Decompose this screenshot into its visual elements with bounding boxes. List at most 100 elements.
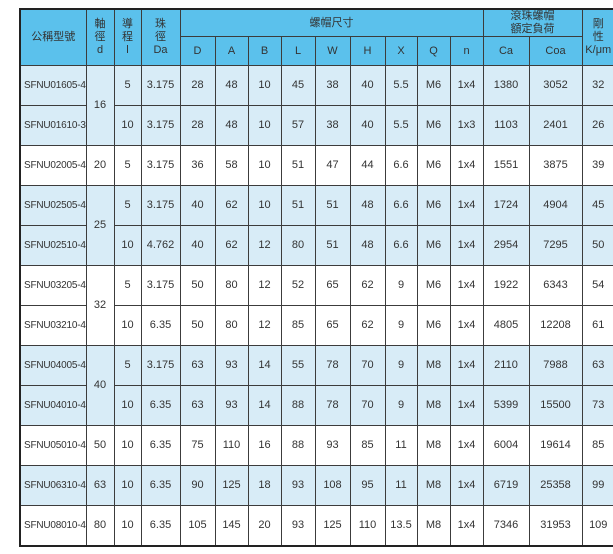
cell-dim-Q: M6 bbox=[416, 305, 451, 346]
cell-lead: 5 bbox=[113, 265, 142, 306]
cell-lead: 5 bbox=[113, 65, 142, 106]
header-dim-Q: Q bbox=[416, 36, 451, 66]
cell-model: SFNU01605-4 bbox=[19, 65, 87, 106]
header-row-2: D A B L W H X Q n Ca Coa bbox=[20, 36, 613, 66]
cell-ca: 2110 bbox=[482, 345, 530, 386]
cell-dim-W: 65 bbox=[314, 265, 351, 306]
cell-dim-n: 1x4 bbox=[449, 465, 484, 506]
cell-coa: 25358 bbox=[528, 465, 583, 506]
cell-dim-H: 95 bbox=[349, 465, 386, 506]
spec-table-body: SFNU01605-4 16 5 3.175 28 48 10 45 38 40 5.5 M6 1x4 1… bbox=[19, 65, 613, 546]
header-coa: Coa bbox=[528, 36, 583, 66]
cell-shaft-diameter: 63 bbox=[85, 465, 115, 506]
cell-coa: 4904 bbox=[528, 185, 583, 226]
spec-table: 公稱型號 軸 徑 d 導 程 l 珠 徑 Da 螺帽尺寸 滾珠螺帽 額定負荷 剛… bbox=[19, 8, 613, 547]
cell-dim-Q: M6 bbox=[416, 65, 451, 106]
cell-shaft-diameter: 80 bbox=[85, 505, 115, 546]
cell-lead: 5 bbox=[113, 145, 142, 186]
cell-coa: 2401 bbox=[528, 105, 583, 146]
header-rated-load-group: 滾珠螺帽 額定負荷 bbox=[482, 8, 583, 37]
header-dim-X: X bbox=[384, 36, 418, 66]
table-row: SFNU03210-4 10 6.35 50 80 12 85 65 62 9 M6 1x4 4805 1… bbox=[19, 305, 613, 346]
cell-ca: 1724 bbox=[482, 185, 530, 226]
cell-dim-H: 44 bbox=[349, 145, 386, 186]
cell-model: SFNU04010-4 bbox=[19, 385, 87, 426]
cell-dim-X: 5.5 bbox=[384, 65, 418, 106]
cell-dim-W: 51 bbox=[314, 185, 351, 226]
table-row: SFNU08010-4 80 10 6.35 105 145 20 93 125 110 13.5 M… bbox=[19, 505, 613, 546]
cell-dim-Q: M6 bbox=[416, 225, 451, 266]
cell-ca: 1922 bbox=[482, 265, 530, 306]
cell-dim-B: 10 bbox=[247, 185, 282, 226]
cell-lead: 10 bbox=[113, 465, 142, 506]
cell-dim-B: 12 bbox=[247, 305, 282, 346]
cell-dim-H: 48 bbox=[349, 185, 386, 226]
cell-dim-A: 145 bbox=[214, 505, 249, 546]
cell-dim-D: 90 bbox=[179, 465, 216, 506]
cell-dim-L: 52 bbox=[280, 265, 316, 306]
cell-shaft-diameter: 40 bbox=[85, 345, 115, 426]
cell-model: SFNU02505-4 bbox=[19, 185, 87, 226]
cell-model: SFNU03205-4 bbox=[19, 265, 87, 306]
cell-dim-X: 11 bbox=[384, 425, 418, 466]
cell-rigidity: 26 bbox=[581, 105, 613, 146]
cell-shaft-diameter: 50 bbox=[85, 425, 115, 466]
table-row: SFNU04010-4 10 6.35 63 93 14 88 78 70 9 M8 1x4 5399 1… bbox=[19, 385, 613, 426]
cell-shaft-diameter: 25 bbox=[85, 185, 115, 266]
cell-dim-Q: M8 bbox=[416, 425, 451, 466]
cell-coa: 15500 bbox=[528, 385, 583, 426]
cell-dim-L: 55 bbox=[280, 345, 316, 386]
cell-dim-A: 58 bbox=[214, 145, 249, 186]
cell-model: SFNU03210-4 bbox=[19, 305, 87, 346]
cell-coa: 7988 bbox=[528, 345, 583, 386]
cell-rigidity: 61 bbox=[581, 305, 613, 346]
cell-dim-n: 1x4 bbox=[449, 425, 484, 466]
cell-ball-diameter: 4.762 bbox=[140, 225, 181, 266]
cell-dim-D: 28 bbox=[179, 105, 216, 146]
cell-rigidity: 32 bbox=[581, 65, 613, 106]
cell-dim-X: 9 bbox=[384, 345, 418, 386]
cell-dim-L: 93 bbox=[280, 505, 316, 546]
cell-dim-A: 80 bbox=[214, 265, 249, 306]
cell-lead: 10 bbox=[113, 385, 142, 426]
cell-model: SFNU05010-4 bbox=[19, 425, 87, 466]
cell-model: SFNU01610-3 bbox=[19, 105, 87, 146]
cell-dim-A: 48 bbox=[214, 65, 249, 106]
cell-dim-H: 110 bbox=[349, 505, 386, 546]
cell-dim-L: 51 bbox=[280, 145, 316, 186]
cell-rigidity: 39 bbox=[581, 145, 613, 186]
cell-dim-X: 13.5 bbox=[384, 505, 418, 546]
cell-dim-W: 47 bbox=[314, 145, 351, 186]
cell-dim-L: 88 bbox=[280, 425, 316, 466]
cell-dim-n: 1x4 bbox=[449, 145, 484, 186]
table-row: SFNU06310-4 63 10 6.35 90 125 18 93 108 95 11 M8 1x4… bbox=[19, 465, 613, 506]
cell-dim-A: 93 bbox=[214, 345, 249, 386]
cell-dim-W: 108 bbox=[314, 465, 351, 506]
table-row: SFNU03205-4 32 5 3.175 50 80 12 52 65 62 9 M6 1x4 192… bbox=[19, 265, 613, 346]
cell-dim-H: 40 bbox=[349, 65, 386, 106]
cell-dim-X: 6.6 bbox=[384, 225, 418, 266]
table-row: SFNU01605-4 16 5 3.175 28 48 10 45 38 40 5.5 M6 1x4 1… bbox=[19, 65, 613, 146]
cell-dim-D: 50 bbox=[179, 265, 216, 306]
cell-dim-A: 93 bbox=[214, 385, 249, 426]
cell-dim-X: 6.6 bbox=[384, 145, 418, 186]
cell-dim-B: 12 bbox=[247, 265, 282, 306]
header-dim-n: n bbox=[449, 36, 484, 66]
cell-dim-H: 48 bbox=[349, 225, 386, 266]
header-shaft-diameter: 軸 徑 d bbox=[85, 8, 115, 66]
cell-rigidity: 63 bbox=[581, 345, 613, 386]
cell-dim-n: 1x4 bbox=[449, 505, 484, 546]
cell-ca: 5399 bbox=[482, 385, 530, 426]
cell-rigidity: 50 bbox=[581, 225, 613, 266]
cell-ball-diameter: 3.175 bbox=[140, 105, 181, 146]
cell-dim-H: 40 bbox=[349, 105, 386, 146]
cell-lead: 5 bbox=[113, 185, 142, 226]
cell-dim-W: 78 bbox=[314, 385, 351, 426]
cell-dim-B: 12 bbox=[247, 225, 282, 266]
cell-dim-B: 18 bbox=[247, 465, 282, 506]
table-row: SFNU02510-4 10 4.762 40 62 12 80 51 48 6.6 M6 1x4 29… bbox=[19, 225, 613, 266]
cell-dim-Q: M6 bbox=[416, 265, 451, 306]
cell-dim-L: 93 bbox=[280, 465, 316, 506]
table-row: SFNU02005-4 20 5 3.175 36 58 10 51 47 44 6.6 M6 1x4 1… bbox=[19, 145, 613, 186]
